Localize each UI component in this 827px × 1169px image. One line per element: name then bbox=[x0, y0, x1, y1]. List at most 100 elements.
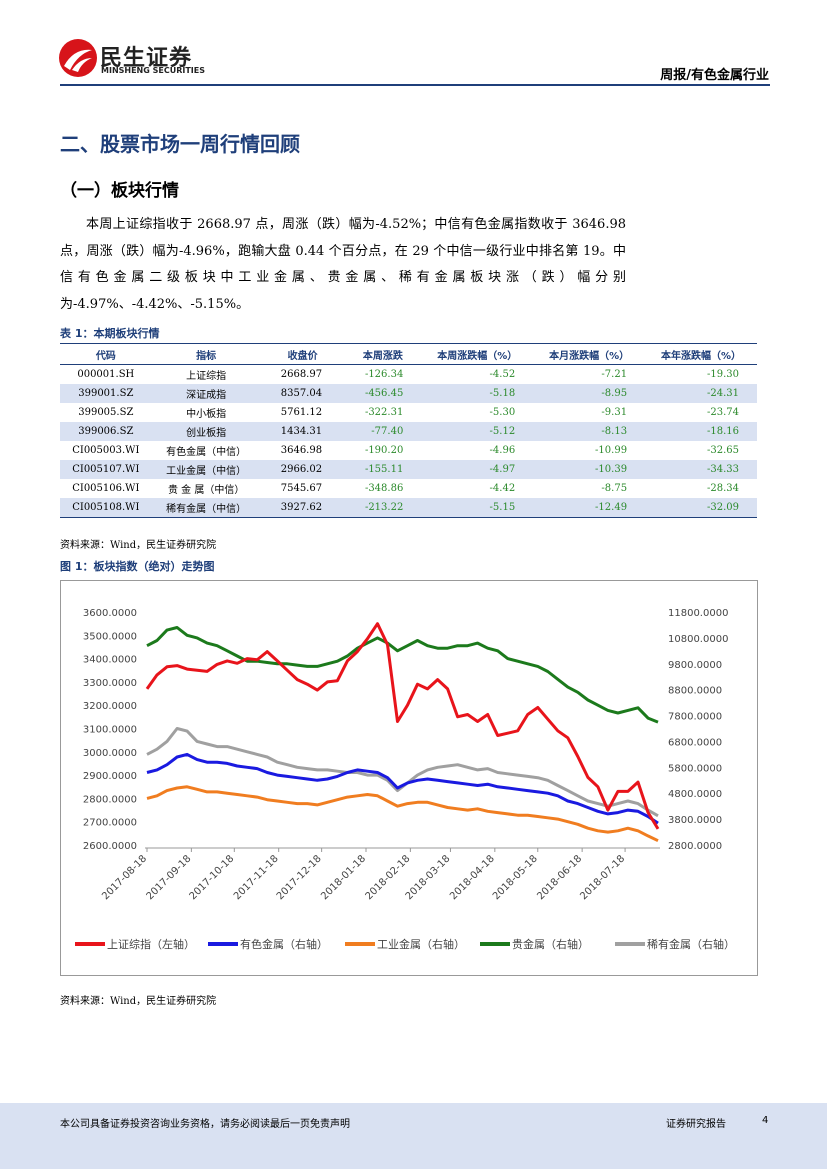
table-cell: -8.75 bbox=[601, 483, 628, 494]
y2-tick-label: 6800.0000 bbox=[668, 737, 722, 748]
table-cell: -8.13 bbox=[533, 422, 646, 441]
column-header: 代码 bbox=[60, 343, 152, 365]
table-source: 资料来源：Wind，民生证券研究院 bbox=[60, 540, 217, 551]
table-cell: CI005003.WI bbox=[72, 445, 140, 456]
table-caption: 表 1：本期板块行情 bbox=[60, 327, 160, 340]
table-cell: 000001.SH bbox=[77, 369, 135, 380]
legend-label: 贵金属（右轴） bbox=[512, 937, 589, 951]
chart: 2600.0000 2700.0000 2800.0000 2900.0000 3000… bbox=[60, 580, 758, 976]
table-cell: -18.16 bbox=[645, 422, 757, 441]
series-line bbox=[146, 785, 659, 843]
table-cell: CI005106.WI bbox=[72, 483, 140, 494]
y-tick-label: 2800.0000 bbox=[83, 794, 137, 805]
figure-source: 资料来源：Wind，民生证券研究院 bbox=[60, 996, 217, 1007]
table-row: CI005106.WI 贵 金 属（中信） 7545.67 -348.86 -4.42 -… bbox=[60, 479, 757, 498]
series-line bbox=[146, 752, 659, 825]
column-header: 收盘价 bbox=[260, 343, 345, 365]
table-cell: -10.39 bbox=[533, 460, 646, 479]
table-cell: CI005107.WI bbox=[60, 460, 152, 479]
y2-tick-label: 2800.0000 bbox=[668, 841, 722, 852]
table-cell: 1434.31 bbox=[260, 422, 345, 441]
table-cell: -126.34 bbox=[364, 369, 404, 380]
table-cell: 创业板指 bbox=[151, 422, 261, 441]
column-header: 指标 bbox=[151, 343, 261, 365]
table-cell: -4.42 bbox=[489, 483, 516, 494]
column-header: 本周涨跌幅（%） bbox=[421, 343, 534, 365]
table-cell: -34.33 bbox=[645, 460, 757, 479]
table-cell: 8357.04 bbox=[260, 384, 345, 403]
table-cell: -4.97 bbox=[421, 460, 534, 479]
table-cell: 399005.SZ bbox=[78, 407, 134, 418]
paragraph: 本周上证综指收于 2668.97 点，周涨（跌）幅为-4.52%；中信有色金属指… bbox=[60, 217, 626, 312]
table-cell: -32.09 bbox=[645, 498, 757, 518]
table-cell: -8.95 bbox=[533, 384, 646, 403]
table-cell: 5761.12 bbox=[280, 407, 323, 418]
y-tick-label: 2900.0000 bbox=[83, 771, 137, 782]
table-cell: 稀有金属（中信） bbox=[151, 498, 261, 518]
table-cell: 3646.98 bbox=[280, 445, 323, 456]
table-body: 000001.SH 上证综指 2668.97 -126.34 -4.52 -7.21 -19… bbox=[60, 365, 757, 518]
table-cell: -456.45 bbox=[344, 384, 422, 403]
table-cell: -7.21 bbox=[601, 369, 628, 380]
column-header: 本年涨跌幅（%） bbox=[645, 343, 757, 365]
table-cell: -5.30 bbox=[489, 407, 516, 418]
footer-type: 证券研究报告 bbox=[666, 1119, 726, 1130]
table-cell: -12.49 bbox=[533, 498, 646, 518]
table-cell: 7545.67 bbox=[280, 483, 323, 494]
column-header: 本月涨跌幅（%） bbox=[533, 343, 646, 365]
y2-tick-label: 7800.0000 bbox=[668, 712, 722, 723]
page-number: 4 bbox=[762, 1115, 769, 1126]
figure-caption: 图 1：板块指数（绝对）走势图 bbox=[60, 560, 215, 573]
table-cell: 2668.97 bbox=[280, 369, 323, 380]
y-tick-label: 2600.0000 bbox=[83, 841, 137, 852]
table-cell: -77.40 bbox=[344, 422, 422, 441]
table-cell: -155.11 bbox=[344, 460, 422, 479]
table-cell: -24.31 bbox=[645, 384, 757, 403]
footer-band bbox=[0, 1103, 827, 1169]
table-cell: -213.22 bbox=[344, 498, 422, 518]
table-cell: -190.20 bbox=[364, 445, 404, 456]
table-cell: -32.65 bbox=[706, 445, 739, 456]
header-rule bbox=[60, 84, 770, 86]
table-row: 399001.SZ 深证成指 8357.04 -456.45 -5.18 -8.95 -24… bbox=[60, 384, 757, 403]
table-cell: CI005108.WI bbox=[60, 498, 152, 518]
column-header: 本周涨跌 bbox=[344, 343, 422, 365]
table-cell: -4.96 bbox=[489, 445, 516, 456]
table-row: 399006.SZ 创业板指 1434.31 -77.40 -5.12 -8.13 -18.… bbox=[60, 422, 757, 441]
table-row: CI005107.WI 工业金属（中信） 2966.02 -155.11 -4.97 -1… bbox=[60, 460, 757, 479]
table-row: CI005003.WI 有色金属（中信） 3646.98 -190.20 -4.96 -1… bbox=[60, 441, 757, 460]
table-cell: 2966.02 bbox=[260, 460, 345, 479]
y2-tick-label: 5800.0000 bbox=[668, 763, 722, 774]
brand: 民生证券 bbox=[100, 46, 193, 71]
brand-en: MINSHENG SECURITIES bbox=[101, 66, 205, 75]
table-cell: -5.18 bbox=[421, 384, 534, 403]
report-type: 周报/有色金属行业 bbox=[660, 68, 769, 83]
table-cell: -28.34 bbox=[706, 483, 739, 494]
y2-tick-label: 11800.0000 bbox=[668, 608, 728, 619]
legend-label: 上证综指（左轴） bbox=[107, 937, 195, 951]
table-cell: 贵 金 属（中信） bbox=[168, 485, 245, 496]
table: 代码 指标 收盘价 本周涨跌 本周涨跌幅（%） 本月涨跌幅（%） 本年涨跌幅（%） 00000… bbox=[60, 343, 757, 518]
table-cell: -19.30 bbox=[706, 369, 739, 380]
series-line bbox=[145, 622, 660, 830]
table-row: 399005.SZ 中小板指 5761.12 -322.31 -5.30 -9.31 -23… bbox=[60, 403, 757, 422]
table-cell: 上证综指 bbox=[186, 371, 227, 382]
table-cell: -9.31 bbox=[601, 407, 628, 418]
y-tick-label: 3100.0000 bbox=[83, 725, 137, 736]
y-tick-label: 3200.0000 bbox=[83, 701, 137, 712]
table-cell: -10.99 bbox=[595, 445, 628, 456]
table-cell: 深证成指 bbox=[151, 384, 261, 403]
y2-tick-label: 4800.0000 bbox=[668, 789, 722, 800]
table-cell: -4.52 bbox=[489, 369, 516, 380]
table-row: CI005108.WI 稀有金属（中信） 3927.62 -213.22 -5.15 -1… bbox=[60, 498, 757, 518]
table-cell: 3927.62 bbox=[260, 498, 345, 518]
table-cell: 中小板指 bbox=[186, 409, 227, 420]
y-tick-label: 3500.0000 bbox=[83, 631, 137, 642]
legend-label: 有色金属（右轴） bbox=[240, 937, 328, 951]
subsection-title: （一）板块行情 bbox=[60, 181, 179, 201]
table-cell: 工业金属（中信） bbox=[151, 460, 261, 479]
y-tick-label: 3300.0000 bbox=[83, 678, 137, 689]
y-tick-label: 2700.0000 bbox=[83, 818, 137, 829]
table-row: 000001.SH 上证综指 2668.97 -126.34 -4.52 -7.21 -19… bbox=[60, 365, 757, 385]
